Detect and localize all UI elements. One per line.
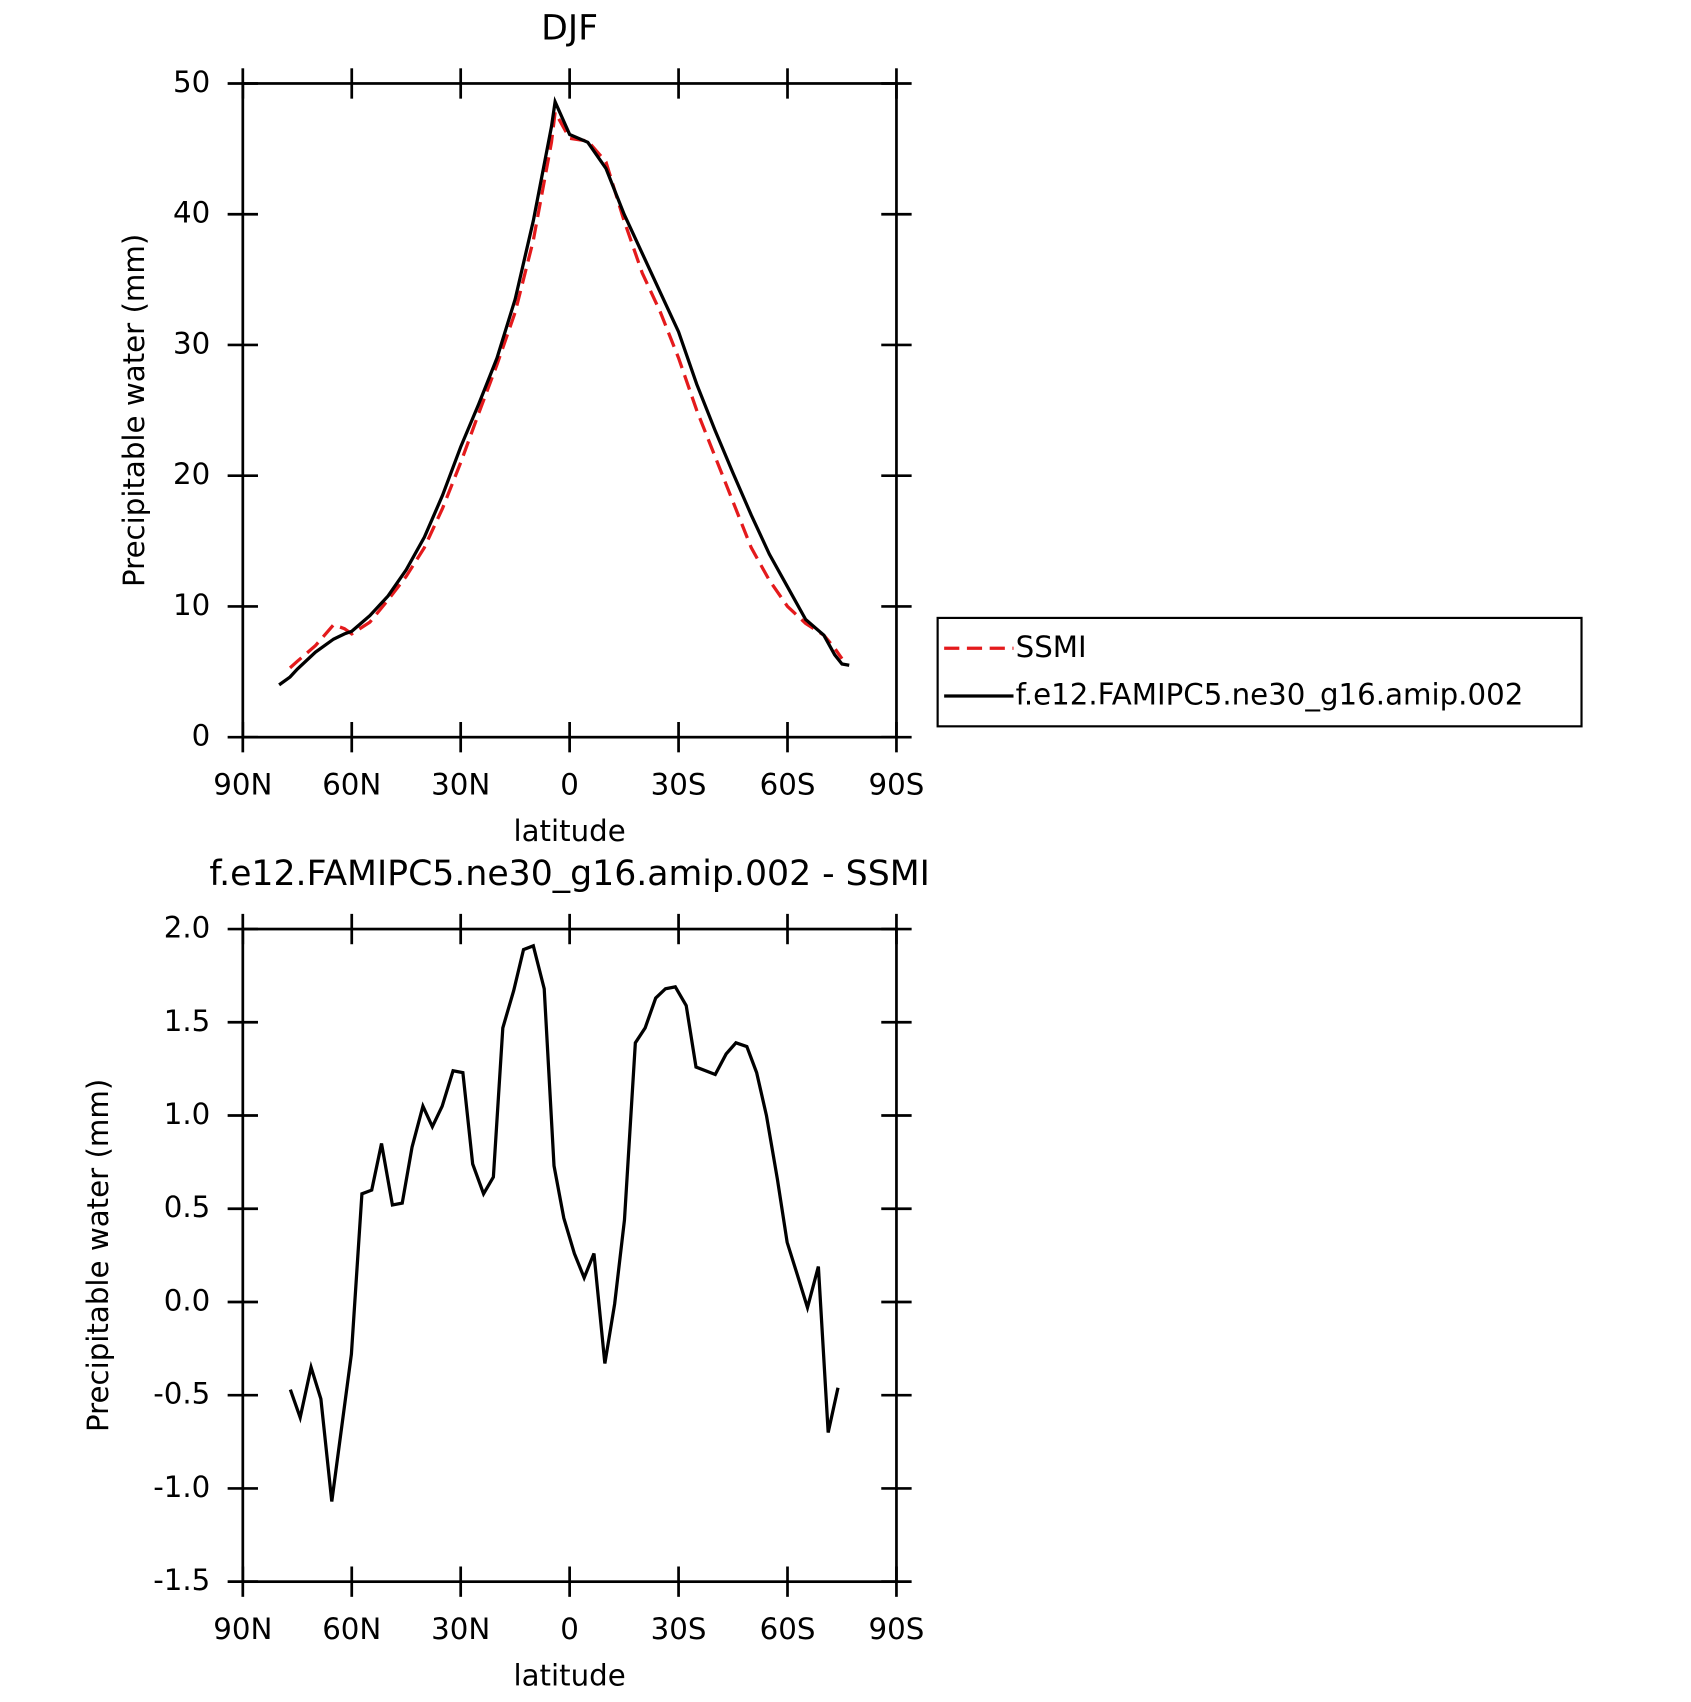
x-axis-label: latitude: [514, 1659, 626, 1693]
y-tick-label: -1.5: [153, 1563, 210, 1597]
x-tick-label: 30N: [431, 1612, 490, 1646]
y-axis-label: Precipitable water (mm): [81, 1079, 115, 1432]
data-line: [278, 95, 850, 687]
x-tick-label: 60N: [322, 767, 381, 801]
x-tick-label: 60N: [322, 1612, 381, 1646]
y-tick-label: 10: [173, 588, 210, 622]
x-tick-label: 90S: [869, 1612, 925, 1646]
legend-label: f.e12.FAMIPC5.ne30_g16.amip.002: [1016, 677, 1524, 711]
y-tick-label: 1.0: [164, 1097, 211, 1131]
y-axis-label: Precipitable water (mm): [117, 234, 151, 587]
x-tick-label: 0: [560, 767, 579, 801]
x-tick-label: 0: [560, 1612, 579, 1646]
data-line: [288, 107, 844, 670]
x-tick-label: 90S: [869, 767, 925, 801]
x-tick-label: 90N: [213, 767, 272, 801]
y-tick-label: 50: [173, 65, 210, 99]
x-tick-label: 90N: [213, 1612, 272, 1646]
y-tick-label: 1.5: [164, 1004, 211, 1038]
y-tick-label: 30: [173, 326, 210, 360]
chart-title: DJF: [541, 8, 598, 48]
x-tick-label: 30S: [651, 767, 707, 801]
x-axis-label: latitude: [514, 814, 626, 848]
legend-box: [936, 616, 1583, 728]
y-tick-label: 40: [173, 196, 210, 230]
y-tick-label: -0.5: [153, 1377, 210, 1411]
data-line: [288, 943, 840, 1502]
y-tick-label: 2.0: [164, 911, 211, 945]
x-tick-label: 60S: [760, 1612, 816, 1646]
y-tick-label: 0.0: [164, 1283, 211, 1317]
y-tick-label: 0: [192, 719, 211, 753]
chart-title: f.e12.FAMIPC5.ne30_g16.amip.002 - SSMI: [209, 854, 929, 894]
x-tick-label: 30S: [651, 1612, 707, 1646]
y-tick-label: 20: [173, 457, 210, 491]
y-tick-label: -1.0: [153, 1470, 210, 1504]
plot-frame: [241, 927, 898, 1584]
y-tick-label: 0.5: [164, 1190, 211, 1224]
x-tick-label: 60S: [760, 767, 816, 801]
x-tick-label: 30N: [431, 767, 490, 801]
legend-label: SSMI: [1016, 630, 1087, 664]
plot-frame: [241, 82, 898, 739]
